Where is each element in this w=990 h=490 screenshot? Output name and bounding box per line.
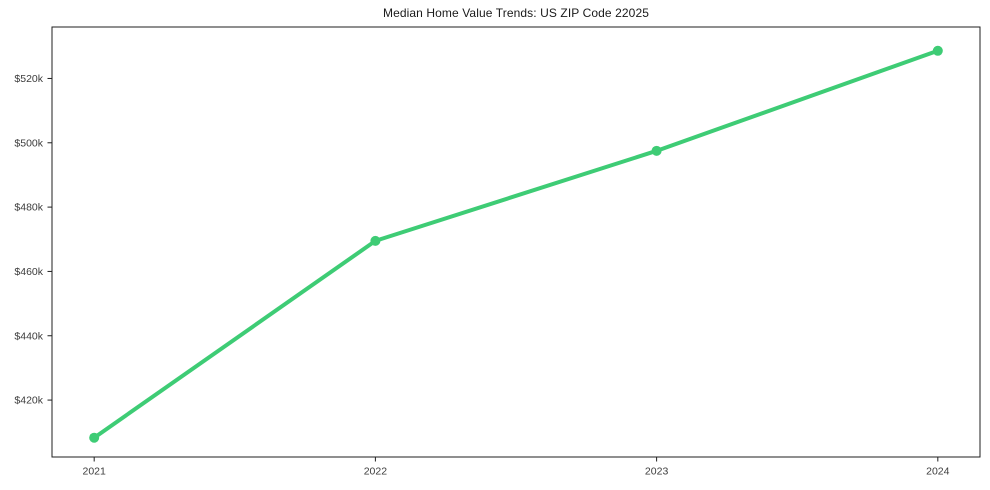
y-tick-label: $440k <box>14 330 43 342</box>
y-tick-label: $460k <box>14 266 43 278</box>
data-point <box>932 45 943 56</box>
plot-border <box>51 26 981 458</box>
x-tick-label: 2021 <box>83 466 107 478</box>
x-tick-label: 2024 <box>926 466 950 478</box>
x-tick-label: 2023 <box>645 466 669 478</box>
y-tick-label: $520k <box>14 73 43 85</box>
data-point <box>370 235 381 246</box>
y-tick-label: $500k <box>14 137 43 149</box>
data-point <box>651 145 662 156</box>
chart-title: Median Home Value Trends: US ZIP Code 22… <box>382 6 649 20</box>
x-tick-label: 2022 <box>364 466 388 478</box>
y-tick-label: $480k <box>14 202 43 214</box>
y-tick-label: $420k <box>14 395 43 407</box>
data-point <box>89 432 100 443</box>
trend-line <box>92 48 940 440</box>
